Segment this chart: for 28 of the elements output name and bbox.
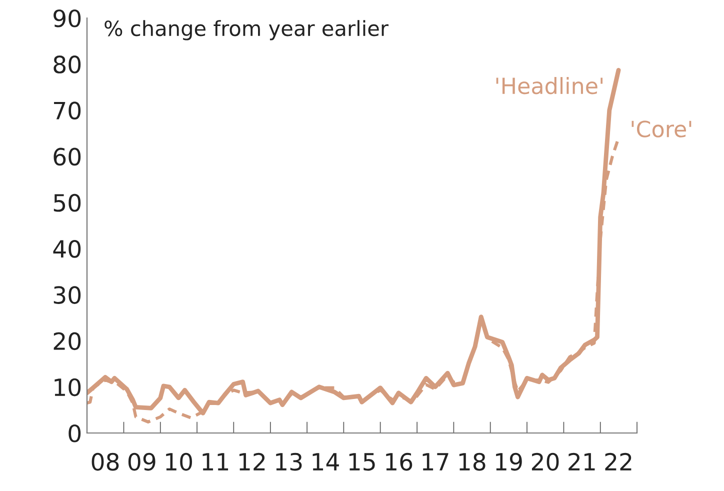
x-tick-label: 19 (496, 452, 522, 471)
y-tick-label: 60 (54, 148, 81, 166)
x-tick-label: 15 (349, 453, 375, 471)
y-tick-label: 10 (54, 378, 81, 396)
x-tick-label: 22 (605, 452, 632, 470)
y-tick-label: 80 (54, 56, 81, 74)
x-tick-label: 08 (92, 452, 119, 471)
x-tick-label: 11 (202, 453, 228, 470)
x-tick-label: 16 (386, 452, 412, 471)
y-tick-label: 20 (54, 332, 81, 350)
x-tick-label: 17 (422, 453, 448, 470)
x-tick-label: 20 (532, 452, 559, 471)
x-tick-label: 13 (276, 452, 302, 471)
series-label: 'Core' (632, 120, 692, 138)
y-axis-title: % change from year earlier (104, 20, 389, 40)
x-tick-label: 18 (459, 452, 486, 471)
x-tick-label: 21 (568, 452, 595, 470)
x-tick-label: 12 (240, 452, 265, 470)
y-tick-label: 50 (54, 194, 81, 212)
x-tick-label: 09 (128, 452, 156, 471)
x-tick-label: 10 (166, 452, 192, 471)
y-tick-label: 90 (54, 9, 81, 28)
y-tick-label: 40 (53, 240, 81, 258)
y-tick-label: 30 (54, 286, 81, 304)
x-tick-label: 14 (312, 453, 339, 470)
y-tick-label: 70 (54, 102, 81, 120)
y-tick-label: 0 (68, 424, 81, 442)
series-label: 'Headline' (496, 77, 603, 94)
